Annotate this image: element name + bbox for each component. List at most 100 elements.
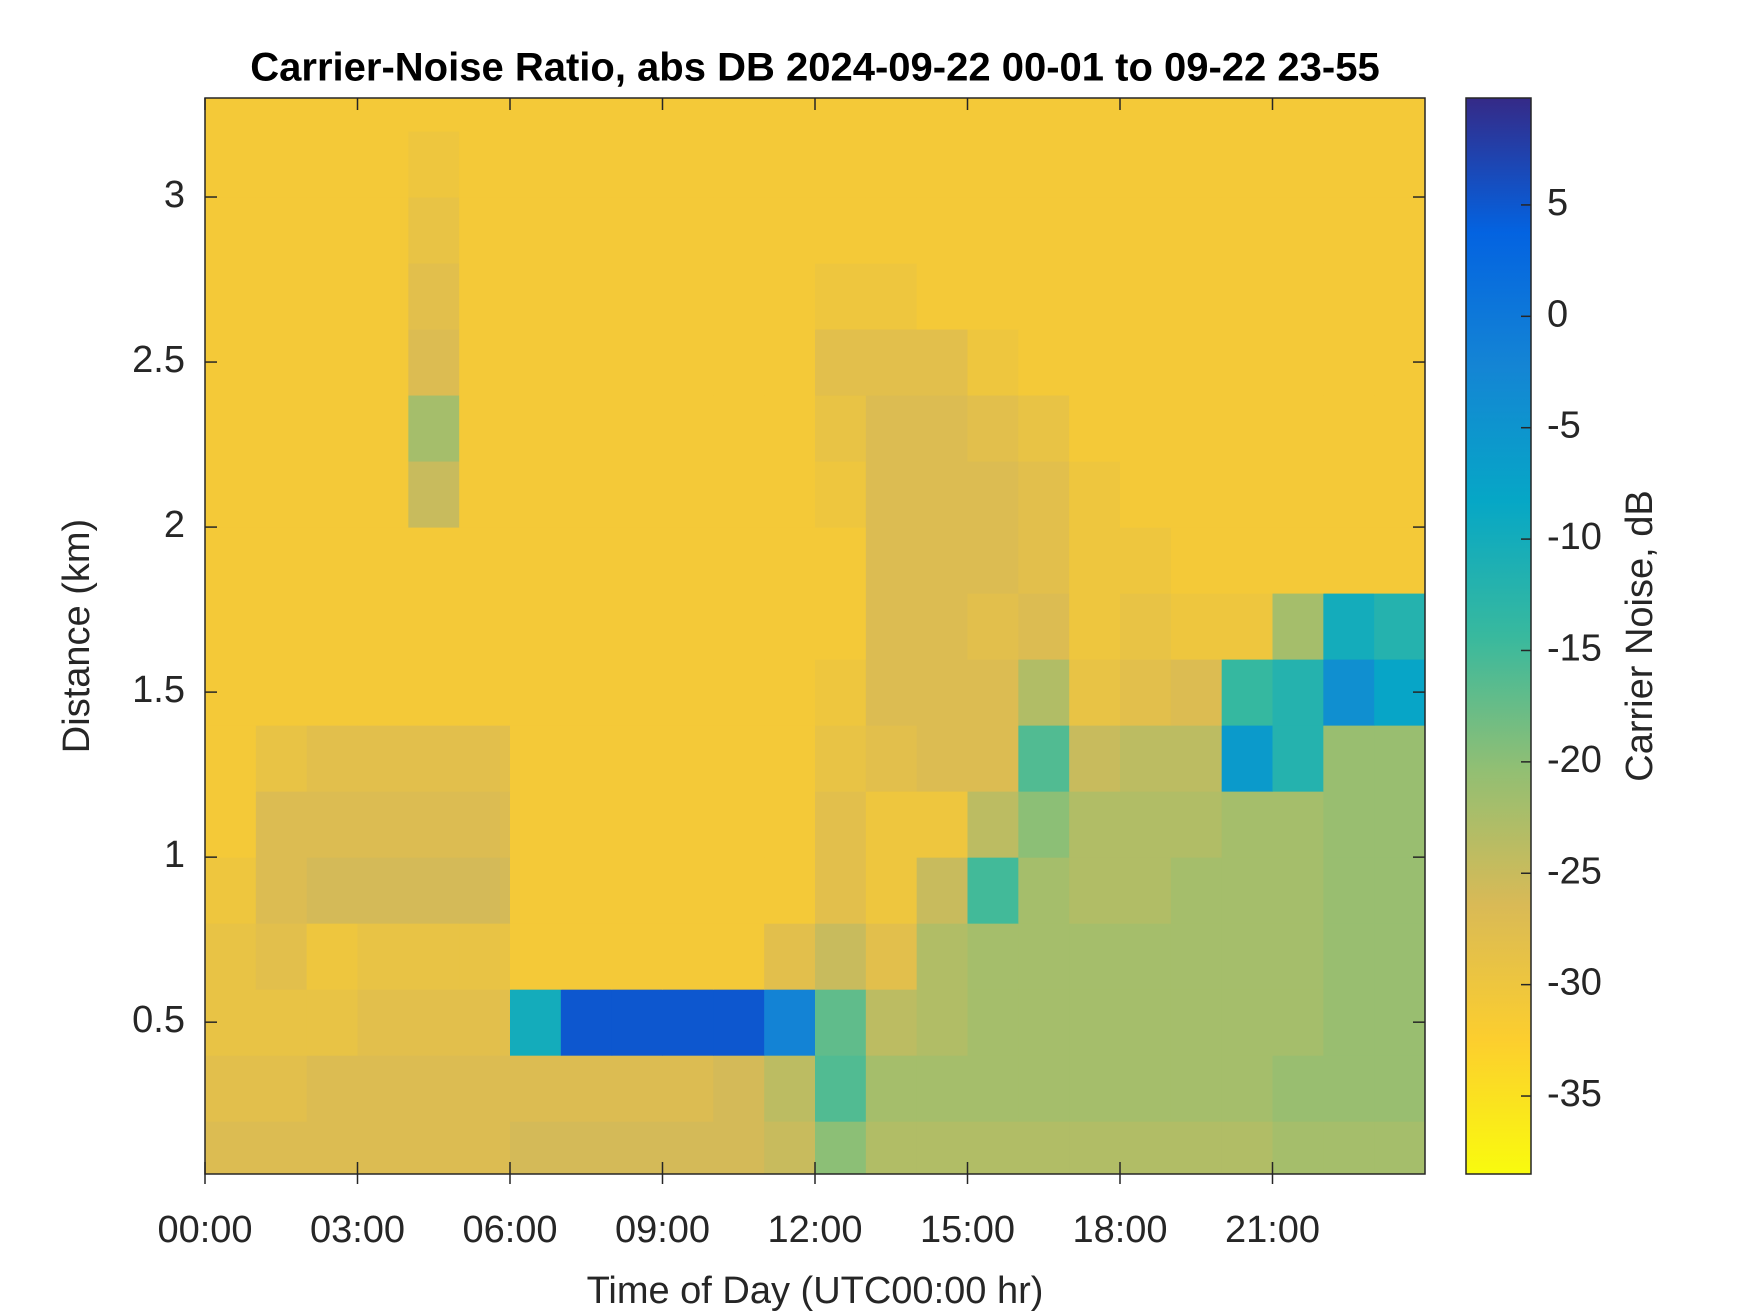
heatmap-cell — [815, 659, 867, 726]
heatmap-cell — [357, 1121, 409, 1174]
heatmap-cell — [662, 98, 714, 132]
heatmap-cell — [1272, 1055, 1324, 1122]
heatmap-cell — [1272, 461, 1324, 528]
colorbar-tick-label: -30 — [1547, 962, 1602, 1004]
heatmap-cell — [865, 329, 918, 396]
heatmap-cell — [510, 461, 562, 528]
heatmap-cell — [1069, 923, 1121, 990]
x-tick-label: 21:00 — [1225, 1209, 1320, 1251]
heatmap-cell — [560, 461, 613, 528]
heatmap-cell — [459, 527, 511, 594]
x-tick-label: 00:00 — [157, 1209, 252, 1251]
heatmap-cell — [1374, 857, 1425, 924]
heatmap-cell — [865, 989, 918, 1056]
heatmap-cell — [967, 923, 1019, 990]
heatmap-cell — [1170, 725, 1223, 792]
heatmap-cell — [1120, 857, 1172, 924]
heatmap-cell — [306, 659, 358, 726]
heatmap-cell — [916, 989, 968, 1056]
y-tick-label: 2 — [164, 504, 185, 546]
heatmap-cell — [611, 791, 663, 858]
heatmap-cell — [865, 395, 918, 462]
heatmap-cell — [713, 98, 765, 132]
x-tick-label: 18:00 — [1072, 1209, 1167, 1251]
heatmap-cell — [1323, 659, 1375, 726]
y-tick-label: 1.5 — [132, 669, 185, 711]
heatmap-cell — [560, 263, 613, 330]
heatmap-cell — [713, 395, 765, 462]
heatmap-cell — [1069, 791, 1121, 858]
heatmap-cell — [1120, 923, 1172, 990]
heatmap-cell — [662, 395, 714, 462]
heatmap-cell — [1221, 461, 1273, 528]
heatmap-cell — [916, 857, 968, 924]
heatmap-cell — [815, 329, 867, 396]
colorbar-tick-label: 0 — [1547, 293, 1568, 335]
heatmap-cell — [611, 1055, 663, 1122]
heatmap-cell — [205, 131, 257, 198]
heatmap-cell — [357, 395, 409, 462]
heatmap-cell — [1018, 725, 1070, 792]
heatmap-cell — [1170, 197, 1223, 264]
heatmap-cell — [662, 1055, 714, 1122]
heatmap-cell — [764, 1121, 816, 1174]
heatmap-cell — [560, 1121, 613, 1174]
heatmap-cell — [1272, 98, 1324, 132]
heatmap-cell — [967, 593, 1019, 660]
heatmap-cell — [255, 263, 308, 330]
heatmap-cell — [1272, 329, 1324, 396]
colorbar-tick-label: -5 — [1547, 405, 1581, 447]
heatmap-cell — [510, 791, 562, 858]
x-tick-label: 15:00 — [920, 1209, 1015, 1251]
heatmap-cell — [916, 659, 968, 726]
heatmap-cell — [255, 197, 308, 264]
heatmap-cell — [865, 263, 918, 330]
heatmap-cell — [306, 725, 358, 792]
heatmap-cell — [1221, 263, 1273, 330]
heatmap-cell — [713, 461, 765, 528]
heatmap-cell — [306, 197, 358, 264]
heatmap-cell — [510, 527, 562, 594]
heatmap-cell — [1018, 131, 1070, 198]
heatmap-cell — [611, 395, 663, 462]
heatmap-cell — [510, 725, 562, 792]
heatmap-cell — [1374, 461, 1425, 528]
heatmap-cell — [1374, 527, 1425, 594]
heatmap-cell — [713, 989, 765, 1056]
heatmap-cell — [408, 1121, 460, 1174]
heatmap-cell — [560, 1055, 613, 1122]
heatmap-cell — [662, 131, 714, 198]
heatmap-cell — [611, 329, 663, 396]
heatmap-cell — [1272, 923, 1324, 990]
heatmap-cell — [1374, 395, 1425, 462]
heatmap-cell — [916, 1055, 968, 1122]
heatmap-cell — [916, 197, 968, 264]
heatmap-cell — [662, 857, 714, 924]
heatmap-cell — [815, 725, 867, 792]
heatmap-cell — [1221, 725, 1273, 792]
heatmap-cell — [459, 461, 511, 528]
heatmap-cell — [510, 923, 562, 990]
heatmap-cell — [1323, 527, 1375, 594]
heatmap-cell — [916, 593, 968, 660]
heatmap-cell — [255, 659, 308, 726]
heatmap-cell — [611, 98, 663, 132]
heatmap-cell — [967, 659, 1019, 726]
heatmap-cell — [764, 593, 816, 660]
heatmap-cell — [459, 857, 511, 924]
colorbar-tick-label: -20 — [1547, 739, 1602, 781]
heatmap-cell — [1069, 461, 1121, 528]
heatmap-cell — [764, 1055, 816, 1122]
heatmap-cell — [1120, 461, 1172, 528]
heatmap-cell — [611, 593, 663, 660]
heatmap-cell — [357, 791, 409, 858]
heatmap-cell — [357, 527, 409, 594]
heatmap-cell — [357, 725, 409, 792]
heatmap-cell — [408, 461, 460, 528]
heatmap-cell — [865, 1121, 918, 1174]
heatmap-cell — [306, 791, 358, 858]
heatmap — [205, 98, 1425, 1174]
heatmap-cell — [1221, 659, 1273, 726]
heatmap-cell — [1120, 989, 1172, 1056]
heatmap-cell — [1018, 791, 1070, 858]
